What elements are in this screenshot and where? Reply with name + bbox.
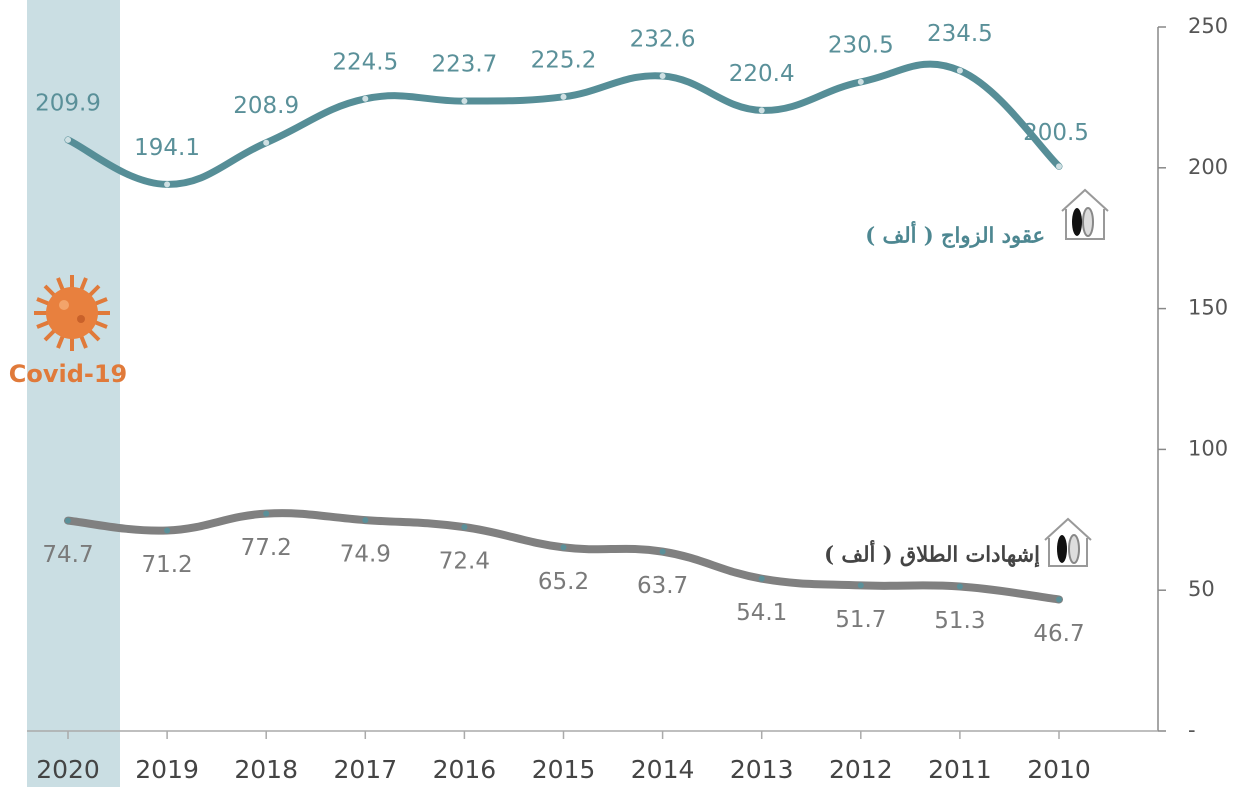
x-tick-label: 2010 (1027, 755, 1091, 784)
y-tick-label: - (1188, 718, 1196, 742)
point (65, 137, 71, 143)
x-tick-label: 2011 (928, 755, 992, 784)
point (461, 98, 467, 104)
x-tick-label: 2020 (36, 755, 100, 784)
data-label: 77.2 (241, 535, 292, 561)
data-label: 71.2 (141, 552, 192, 578)
y-tick-label: 250 (1188, 14, 1228, 38)
covid-band (27, 0, 120, 787)
data-label: 51.7 (835, 607, 886, 633)
data-label: 220.4 (729, 61, 795, 87)
point (957, 584, 963, 590)
point (263, 511, 269, 517)
point (660, 73, 666, 79)
data-label: 200.5 (1023, 120, 1089, 146)
y-tick-label: 200 (1188, 155, 1228, 179)
x-tick-label: 2017 (333, 755, 397, 784)
data-label: 65.2 (538, 569, 589, 595)
data-label: 72.4 (439, 549, 490, 575)
data-label: 54.1 (736, 600, 787, 626)
point (164, 181, 170, 187)
data-label: 51.3 (934, 608, 985, 634)
y-tick-label: 100 (1188, 436, 1228, 460)
point (1056, 596, 1062, 602)
point (660, 549, 666, 555)
data-label: 234.5 (927, 21, 993, 47)
point (362, 517, 368, 523)
x-tick-label: 2016 (433, 755, 497, 784)
data-label: 194.1 (134, 135, 200, 161)
x-tick-label: 2013 (730, 755, 794, 784)
data-label: 208.9 (233, 93, 299, 119)
point (461, 524, 467, 530)
point (858, 582, 864, 588)
y-tick-label: 150 (1188, 296, 1228, 320)
point (561, 94, 567, 100)
point (957, 68, 963, 74)
point (1056, 163, 1062, 169)
point (362, 96, 368, 102)
series-name: إشهادات الطلاق ( ألف ) (824, 540, 1040, 568)
data-label: 230.5 (828, 32, 894, 58)
x-tick-label: 2014 (631, 755, 695, 784)
data-label: 209.9 (35, 90, 101, 116)
point (65, 518, 71, 524)
point (561, 544, 567, 550)
chart: Covid-19 - 50 100 150 200 250 2020 2019 2018 2017… (0, 0, 1246, 787)
data-label: 74.9 (340, 542, 391, 568)
data-label: 46.7 (1033, 621, 1084, 647)
point (759, 107, 765, 113)
x-tick-label: 2019 (135, 755, 199, 784)
x-tick-label: 2012 (829, 755, 893, 784)
house-icon (1062, 190, 1108, 239)
data-label: 225.2 (531, 47, 597, 73)
x-tick-label: 2018 (234, 755, 298, 784)
annotation: Covid-19 (9, 360, 128, 388)
x-tick-label: 2015 (532, 755, 596, 784)
y-tick-label: 50 (1188, 577, 1215, 601)
point (164, 528, 170, 534)
data-label: 224.5 (332, 49, 398, 75)
data-label: 74.7 (42, 542, 93, 568)
data-label: 223.7 (431, 52, 497, 78)
series-name: عقود الزواج ( ألف ) (865, 221, 1045, 249)
point (263, 140, 269, 146)
point (759, 576, 765, 582)
point (858, 79, 864, 85)
series-line (68, 64, 1059, 184)
house-icon (1045, 519, 1091, 566)
virus-icon (34, 275, 110, 351)
data-label: 232.6 (630, 26, 696, 52)
data-label: 63.7 (637, 573, 688, 599)
